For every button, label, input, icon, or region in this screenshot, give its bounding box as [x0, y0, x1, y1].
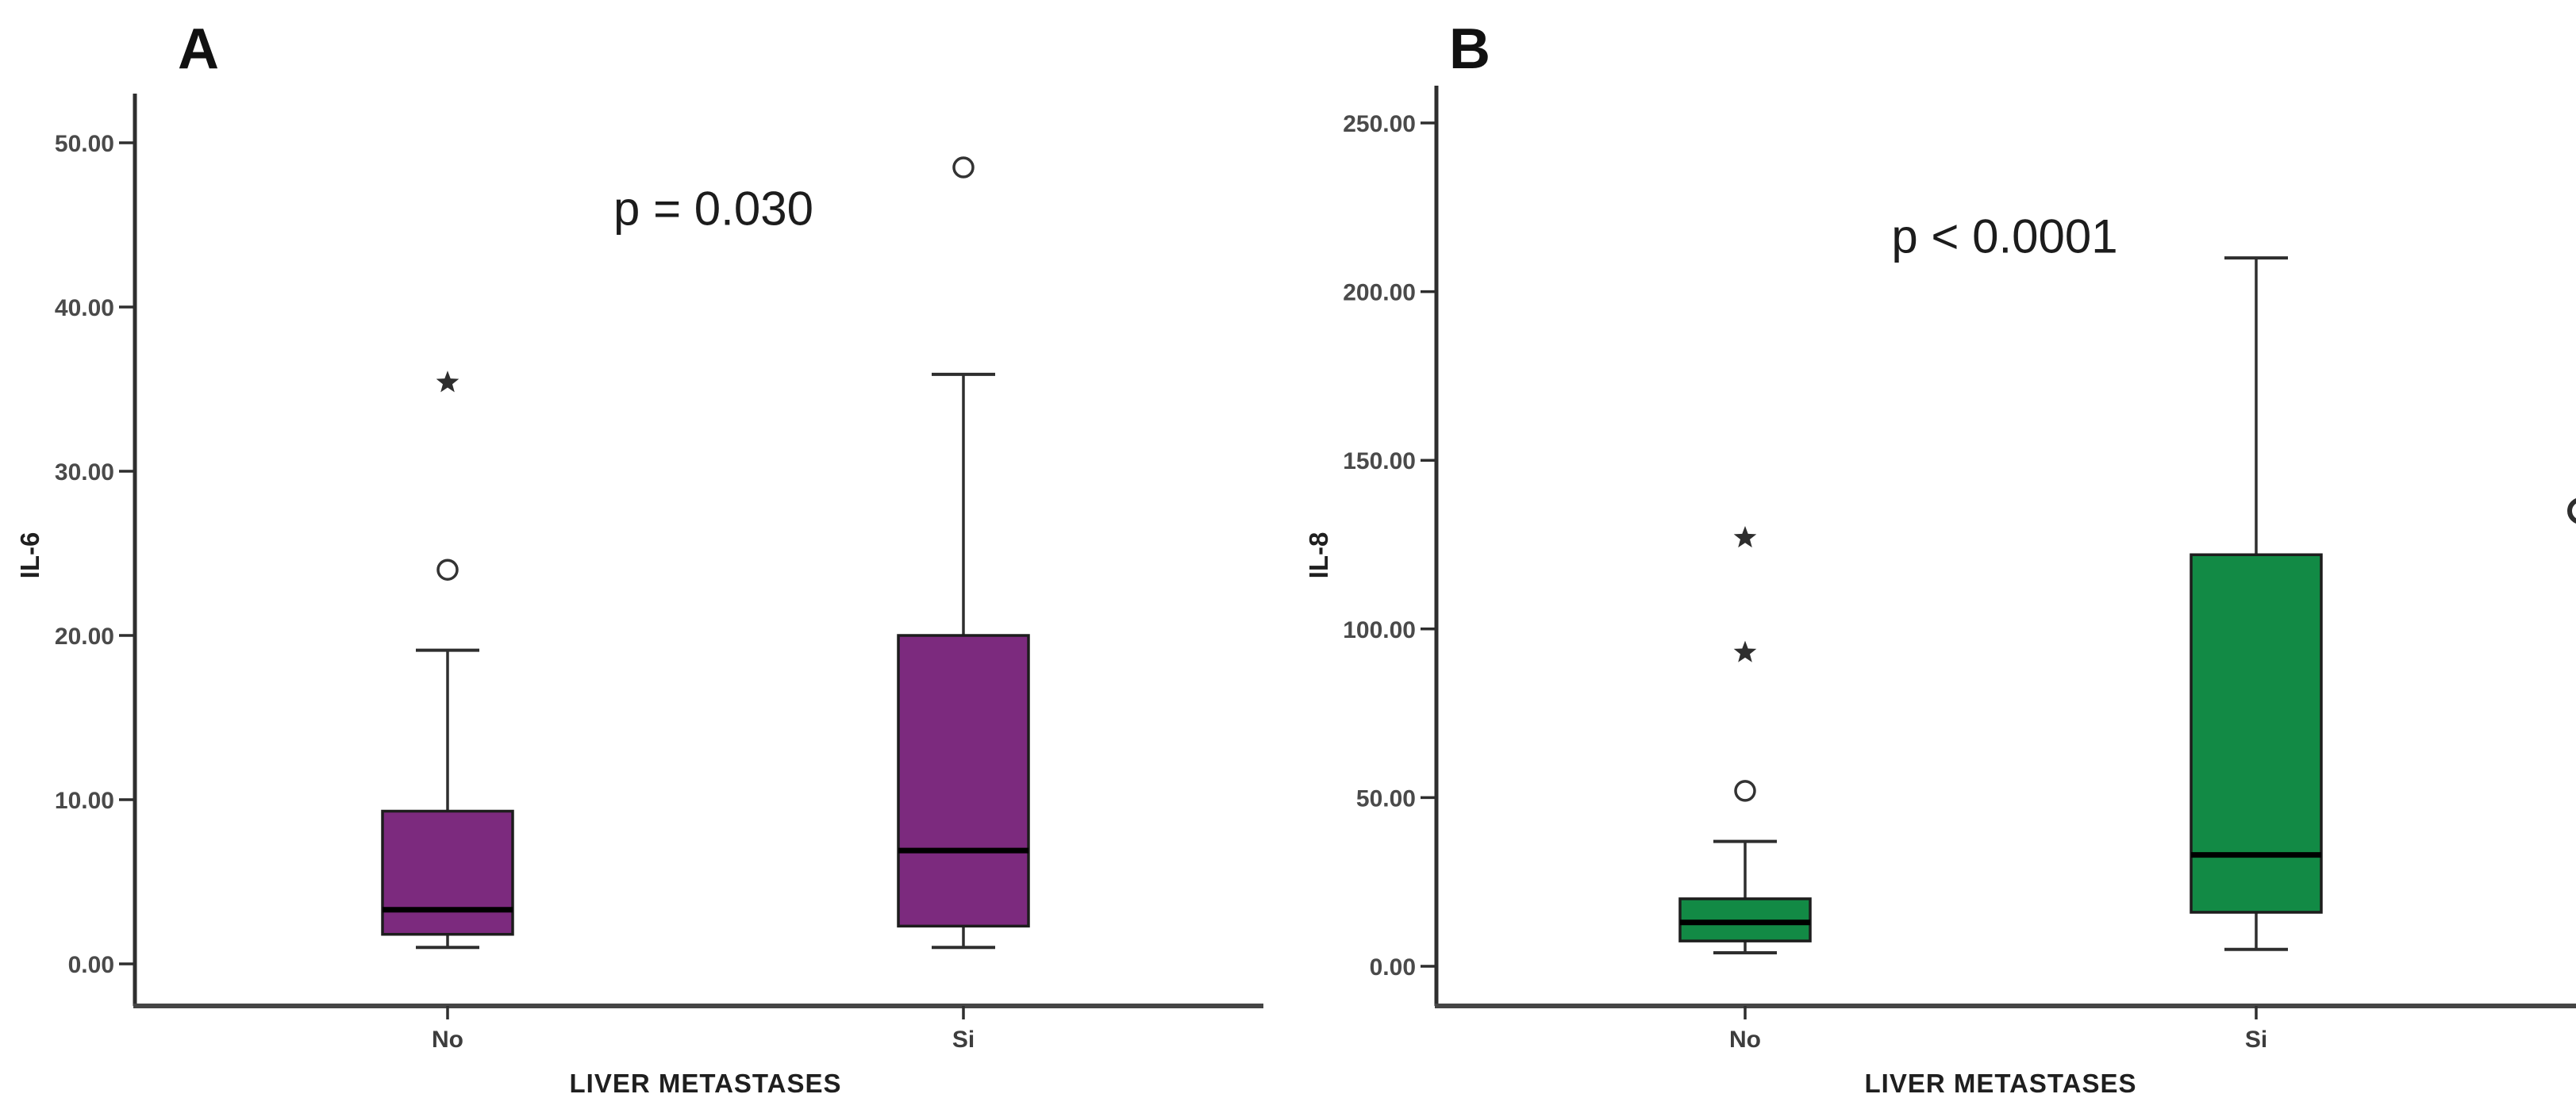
y-tick-label: 40.00 — [55, 295, 114, 321]
y-tick-label: 0.00 — [1370, 954, 1416, 981]
panel-b-x-axis-title: LIVER METASTASES — [1864, 1069, 2137, 1098]
box-No — [381, 809, 514, 936]
box-Si — [2190, 553, 2323, 914]
y-tick-label: 50.00 — [55, 131, 114, 157]
panel-a-y-axis-title: IL-6 — [15, 532, 44, 579]
panel-b-letter: B — [1449, 17, 1490, 81]
outlier-circle-Si — [952, 156, 975, 178]
y-tick-label: 250.00 — [1343, 111, 1416, 137]
panel-a-x-axis-title: LIVER METASTASES — [569, 1069, 842, 1098]
outlier-star-No — [1733, 640, 1757, 662]
y-tick-label: 20.00 — [55, 624, 114, 650]
y-tick-label: 200.00 — [1343, 280, 1416, 306]
y-tick-label: 0.00 — [68, 952, 114, 978]
edge-clipped-outlier-circle — [2567, 498, 2576, 524]
y-tick-label: 10.00 — [55, 788, 114, 814]
outlier-circle-No — [436, 558, 459, 581]
y-tick-label: 30.00 — [55, 459, 114, 486]
y-tick-label: 150.00 — [1343, 448, 1416, 474]
y-tick-label: 50.00 — [1356, 785, 1416, 812]
outlier-circle-No — [1734, 780, 1756, 802]
x-category-label: Si — [2245, 1027, 2267, 1053]
x-category-label: Si — [952, 1027, 975, 1053]
panel-a-letter: A — [178, 17, 219, 81]
outlier-star-No — [436, 370, 459, 393]
panel-b-y-axis-title: IL-8 — [1304, 532, 1333, 579]
x-category-label: No — [432, 1027, 463, 1053]
panel-a-p-value: p = 0.030 — [613, 182, 813, 236]
box-Si — [897, 634, 1030, 928]
x-category-label: No — [1729, 1027, 1761, 1053]
panel-b-p-value: p < 0.0001 — [1891, 209, 2118, 263]
y-tick-label: 100.00 — [1343, 617, 1416, 643]
outlier-star-No — [1733, 526, 1757, 548]
